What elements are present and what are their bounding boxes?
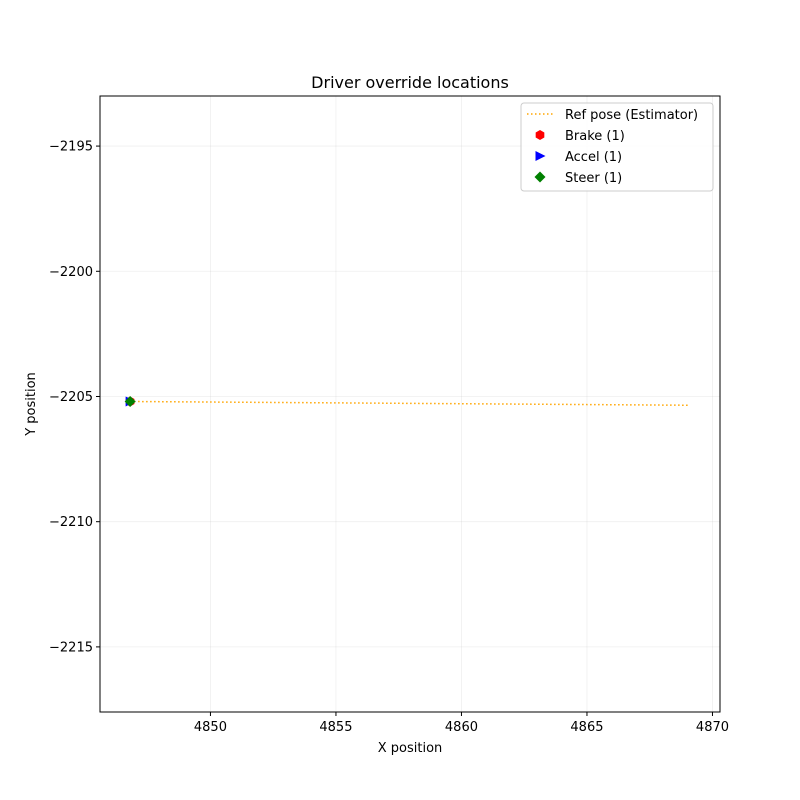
legend-ref-line-label: Ref pose (Estimator)	[565, 108, 698, 123]
legend-steer-marker	[534, 171, 546, 183]
legend-accel-label: Accel (1)	[565, 150, 622, 165]
grid	[100, 96, 720, 712]
x-tick-label: 4855	[319, 720, 352, 735]
diamond-point-steer	[124, 395, 136, 407]
x-tick-label: 4850	[194, 720, 227, 735]
plot-frame	[99, 95, 721, 713]
y-tick-label: −2195	[49, 140, 93, 155]
legend-steer-label: Steer (1)	[565, 171, 622, 186]
y-tick-label: −2200	[49, 265, 93, 280]
x-axis-label: X position	[378, 741, 443, 756]
y-tick-label: −2205	[49, 390, 93, 405]
legend-brake-label: Brake (1)	[565, 129, 625, 144]
y-tick-label: −2215	[49, 640, 93, 655]
plot-data	[124, 395, 690, 407]
axis-ticks: 4850 4855 4860 4865 4870 −2195 −2200 −2205 −2210…	[49, 140, 729, 735]
x-tick-label: 4865	[570, 720, 603, 735]
y-axis-label: Y position	[24, 372, 39, 437]
legend-brake-marker	[535, 130, 545, 140]
y-tick-label: −2210	[49, 515, 93, 530]
x-tick-label: 4860	[445, 720, 478, 735]
x-tick-label: 4870	[696, 720, 729, 735]
legend-accel-marker	[535, 151, 546, 161]
legend: Ref pose (Estimator) Brake (1) Accel (1)…	[520, 102, 714, 192]
ref-pose-line	[130, 400, 690, 407]
chart-title: Driver override locations	[311, 73, 509, 92]
legend-box	[520, 102, 714, 192]
